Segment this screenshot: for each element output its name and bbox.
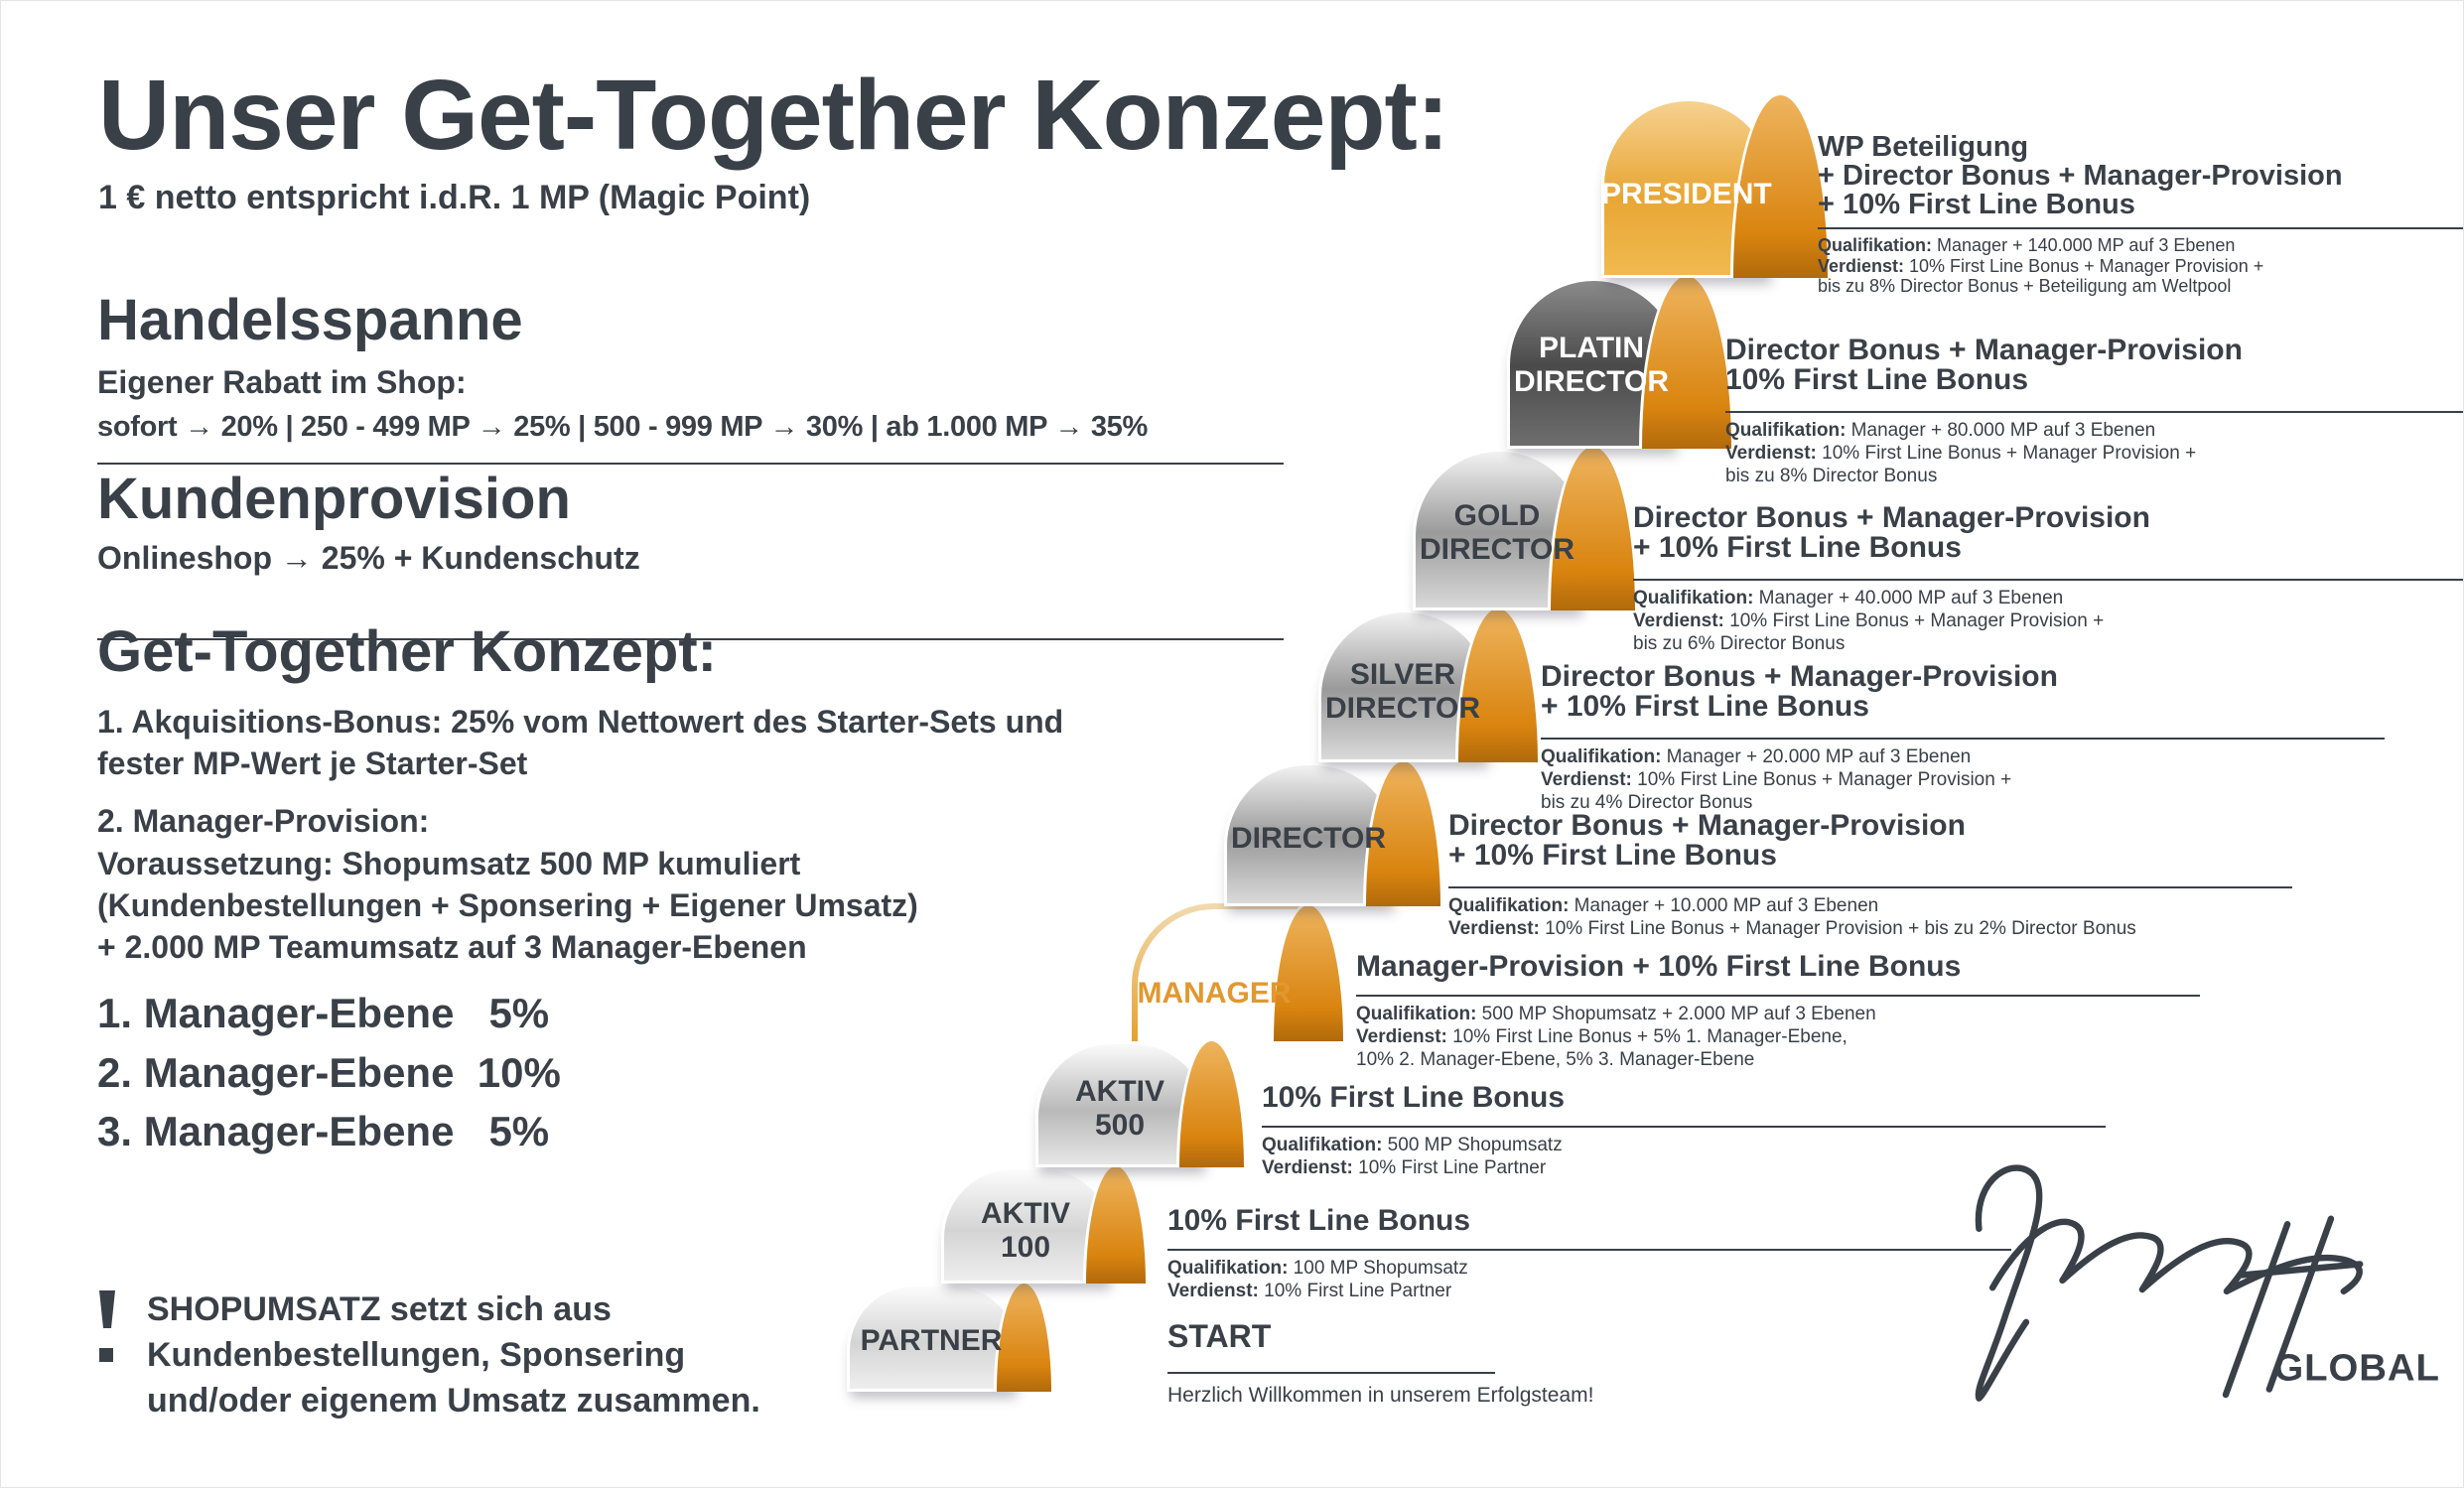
svg-text:GLOBAL: GLOBAL <box>2273 1346 2439 1389</box>
